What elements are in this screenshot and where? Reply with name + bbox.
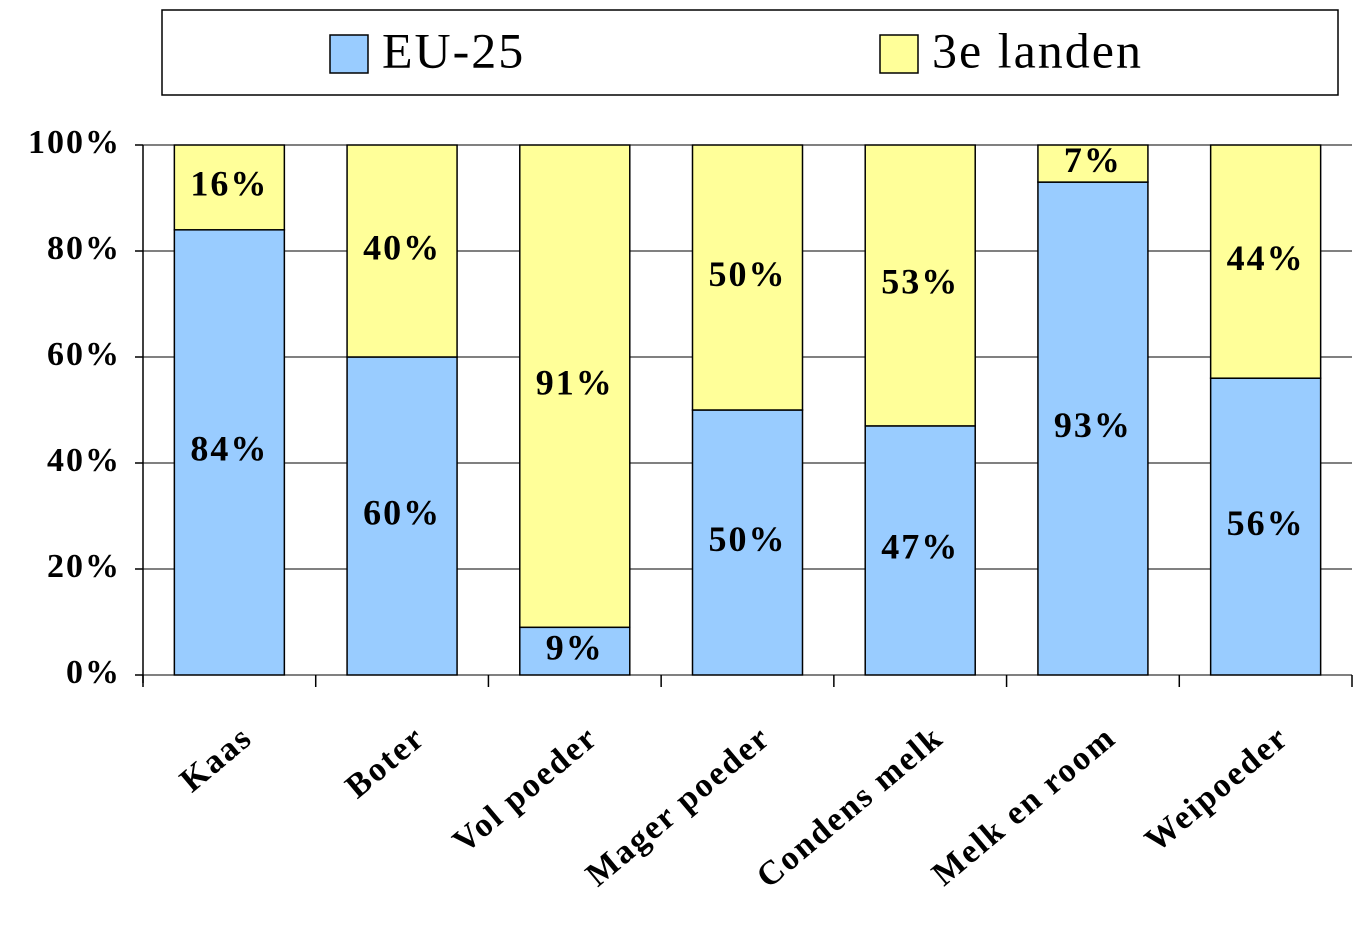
x-tick-label: Condens melk	[750, 719, 951, 896]
legend-swatch	[879, 34, 919, 74]
bar-segment	[173, 144, 286, 231]
data-label: 9%	[546, 627, 604, 667]
y-tick-label: 0%	[66, 654, 121, 691]
bar-segment	[1209, 377, 1322, 676]
x-tick-label: Kaas	[173, 719, 259, 800]
data-label: 16%	[190, 164, 268, 204]
x-tick-label: Boter	[339, 719, 433, 806]
data-label: 91%	[536, 362, 614, 402]
legend-label: 3e landen	[932, 22, 1143, 78]
legend-label: EU-25	[382, 22, 525, 78]
data-label: 53%	[881, 262, 959, 302]
bar-segment	[691, 409, 804, 676]
bar-segment	[1037, 181, 1149, 676]
x-tick-label: Melk en room	[925, 719, 1123, 893]
bar-segment	[1209, 144, 1322, 379]
data-label: 50%	[709, 519, 787, 559]
x-tick-label: Weipoeder	[1138, 719, 1296, 860]
y-tick-label: 80%	[47, 230, 121, 267]
data-label: 93%	[1054, 405, 1132, 445]
bar-segment	[1037, 144, 1149, 183]
y-tick-label: 100%	[28, 124, 121, 161]
x-tick-label: Vol poeder	[446, 719, 605, 861]
data-label: 7%	[1064, 140, 1122, 180]
bar-segment	[864, 144, 976, 427]
bar-segment	[519, 626, 631, 676]
bar-segment	[691, 144, 804, 411]
data-label: 40%	[363, 227, 441, 267]
x-tick-label: Mager poeder	[579, 719, 778, 894]
data-label: 50%	[709, 254, 787, 294]
bar-segment	[346, 144, 458, 358]
y-tick-label: 60%	[47, 336, 121, 373]
data-label: 47%	[881, 527, 959, 567]
legend-swatch	[329, 34, 369, 74]
data-label: 60%	[363, 492, 441, 532]
bar-segment	[864, 425, 976, 676]
data-label: 44%	[1227, 238, 1305, 278]
data-label: 56%	[1227, 503, 1305, 543]
bar-segment	[173, 229, 286, 676]
data-label: 84%	[190, 429, 268, 469]
bar-segment	[519, 144, 631, 629]
y-tick-label: 40%	[47, 442, 121, 479]
y-tick-label: 20%	[47, 548, 121, 585]
